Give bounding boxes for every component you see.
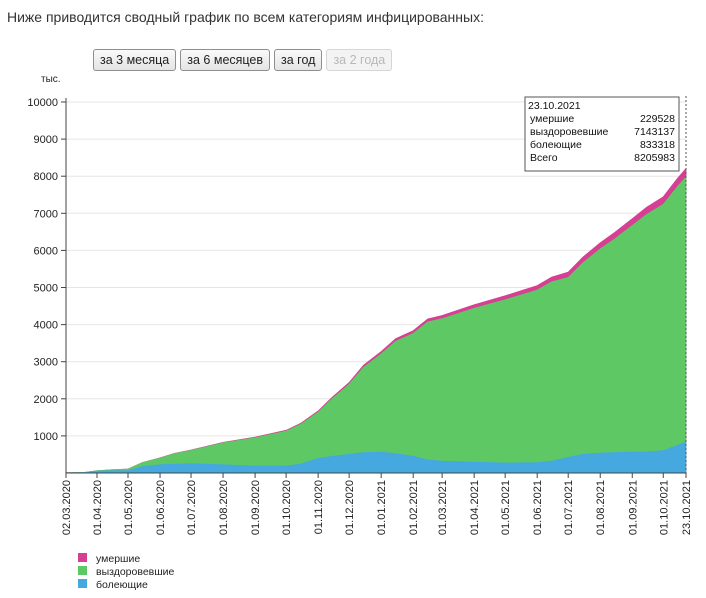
y-tick-label: 1000 — [34, 431, 58, 443]
x-tick-label: 01.09.2020 — [250, 480, 262, 535]
tooltip-row-label: выздоровевшие — [530, 126, 609, 138]
y-tick-label: 8000 — [34, 171, 58, 183]
y-unit-label: тыс. — [41, 74, 61, 85]
period-2-years-button: за 2 года — [326, 49, 393, 71]
x-tick-label: 01.04.2021 — [469, 480, 481, 535]
tooltip-row-value: 833318 — [640, 139, 675, 151]
x-tick-label: 01.09.2021 — [627, 480, 639, 535]
x-tick-label: 01.10.2020 — [281, 480, 293, 535]
tooltip-row-label: болеющие — [530, 139, 582, 151]
y-tick-label: 5000 — [34, 283, 58, 295]
period-3-months-button[interactable]: за 3 месяца — [93, 49, 177, 71]
y-tick-label: 3000 — [34, 357, 58, 369]
x-tick-label: 01.01.2021 — [376, 480, 388, 535]
legend-label: умершие — [96, 553, 140, 565]
tooltip-row-label: Всего — [530, 152, 558, 164]
tooltip-row-label: умершие — [530, 113, 574, 125]
y-tick-label: 7000 — [34, 208, 58, 220]
x-tick-label: 01.11.2020 — [313, 480, 325, 534]
x-tick-label: 01.06.2020 — [155, 480, 167, 535]
tooltip-box — [524, 96, 680, 172]
page-intro: Ниже приводится сводный график по всем к… — [7, 9, 484, 25]
legend-swatch — [78, 566, 87, 575]
x-tick-label: 01.10.2021 — [658, 480, 670, 535]
x-tick-label: 01.05.2020 — [123, 480, 135, 535]
x-tick-label: 01.03.2021 — [437, 480, 449, 535]
y-tick-label: 6000 — [34, 245, 58, 257]
legend-label: болеющие — [96, 579, 148, 591]
tooltip-date: 23.10.2021 — [528, 100, 581, 112]
legend-swatch — [78, 579, 87, 588]
x-tick-label: 01.12.2020 — [344, 480, 356, 535]
legend-label: выздоровевшие — [96, 566, 175, 578]
y-tick-label: 9000 — [34, 134, 58, 146]
x-tick-label: 02.03.2020 — [61, 480, 73, 535]
x-tick-label: 23.10.2021 — [681, 480, 693, 535]
tooltip-row-value: 229528 — [640, 113, 675, 125]
y-tick-label: 4000 — [34, 320, 58, 332]
x-tick-label: 01.07.2021 — [563, 480, 575, 535]
y-tick-label: 2000 — [34, 394, 58, 406]
period-6-months-button[interactable]: за 6 месяцев — [180, 49, 271, 71]
period-1-year-button[interactable]: за год — [274, 49, 323, 71]
legend-swatch — [78, 553, 87, 562]
x-tick-label: 01.02.2021 — [408, 480, 420, 535]
period-button-group: за 3 месяца за 6 месяцев за год за 2 год… — [93, 49, 393, 71]
x-tick-label: 01.06.2021 — [532, 480, 544, 535]
tooltip-row-value: 8205983 — [634, 152, 675, 164]
x-tick-label: 01.08.2021 — [595, 480, 607, 535]
y-tick-label: 10000 — [27, 97, 58, 109]
chart-axes: 1000 2000 3000 4000 5000 6000 7000 8000 9000 1000… — [27, 74, 693, 535]
x-tick-label: 01.08.2020 — [218, 480, 230, 535]
chart-areas — [65, 167, 687, 474]
x-tick-label: 01.05.2021 — [500, 480, 512, 535]
x-tick-label: 01.04.2020 — [92, 480, 104, 535]
tooltip-row-value: 7143137 — [634, 126, 675, 138]
x-tick-label: 01.07.2020 — [186, 480, 198, 535]
